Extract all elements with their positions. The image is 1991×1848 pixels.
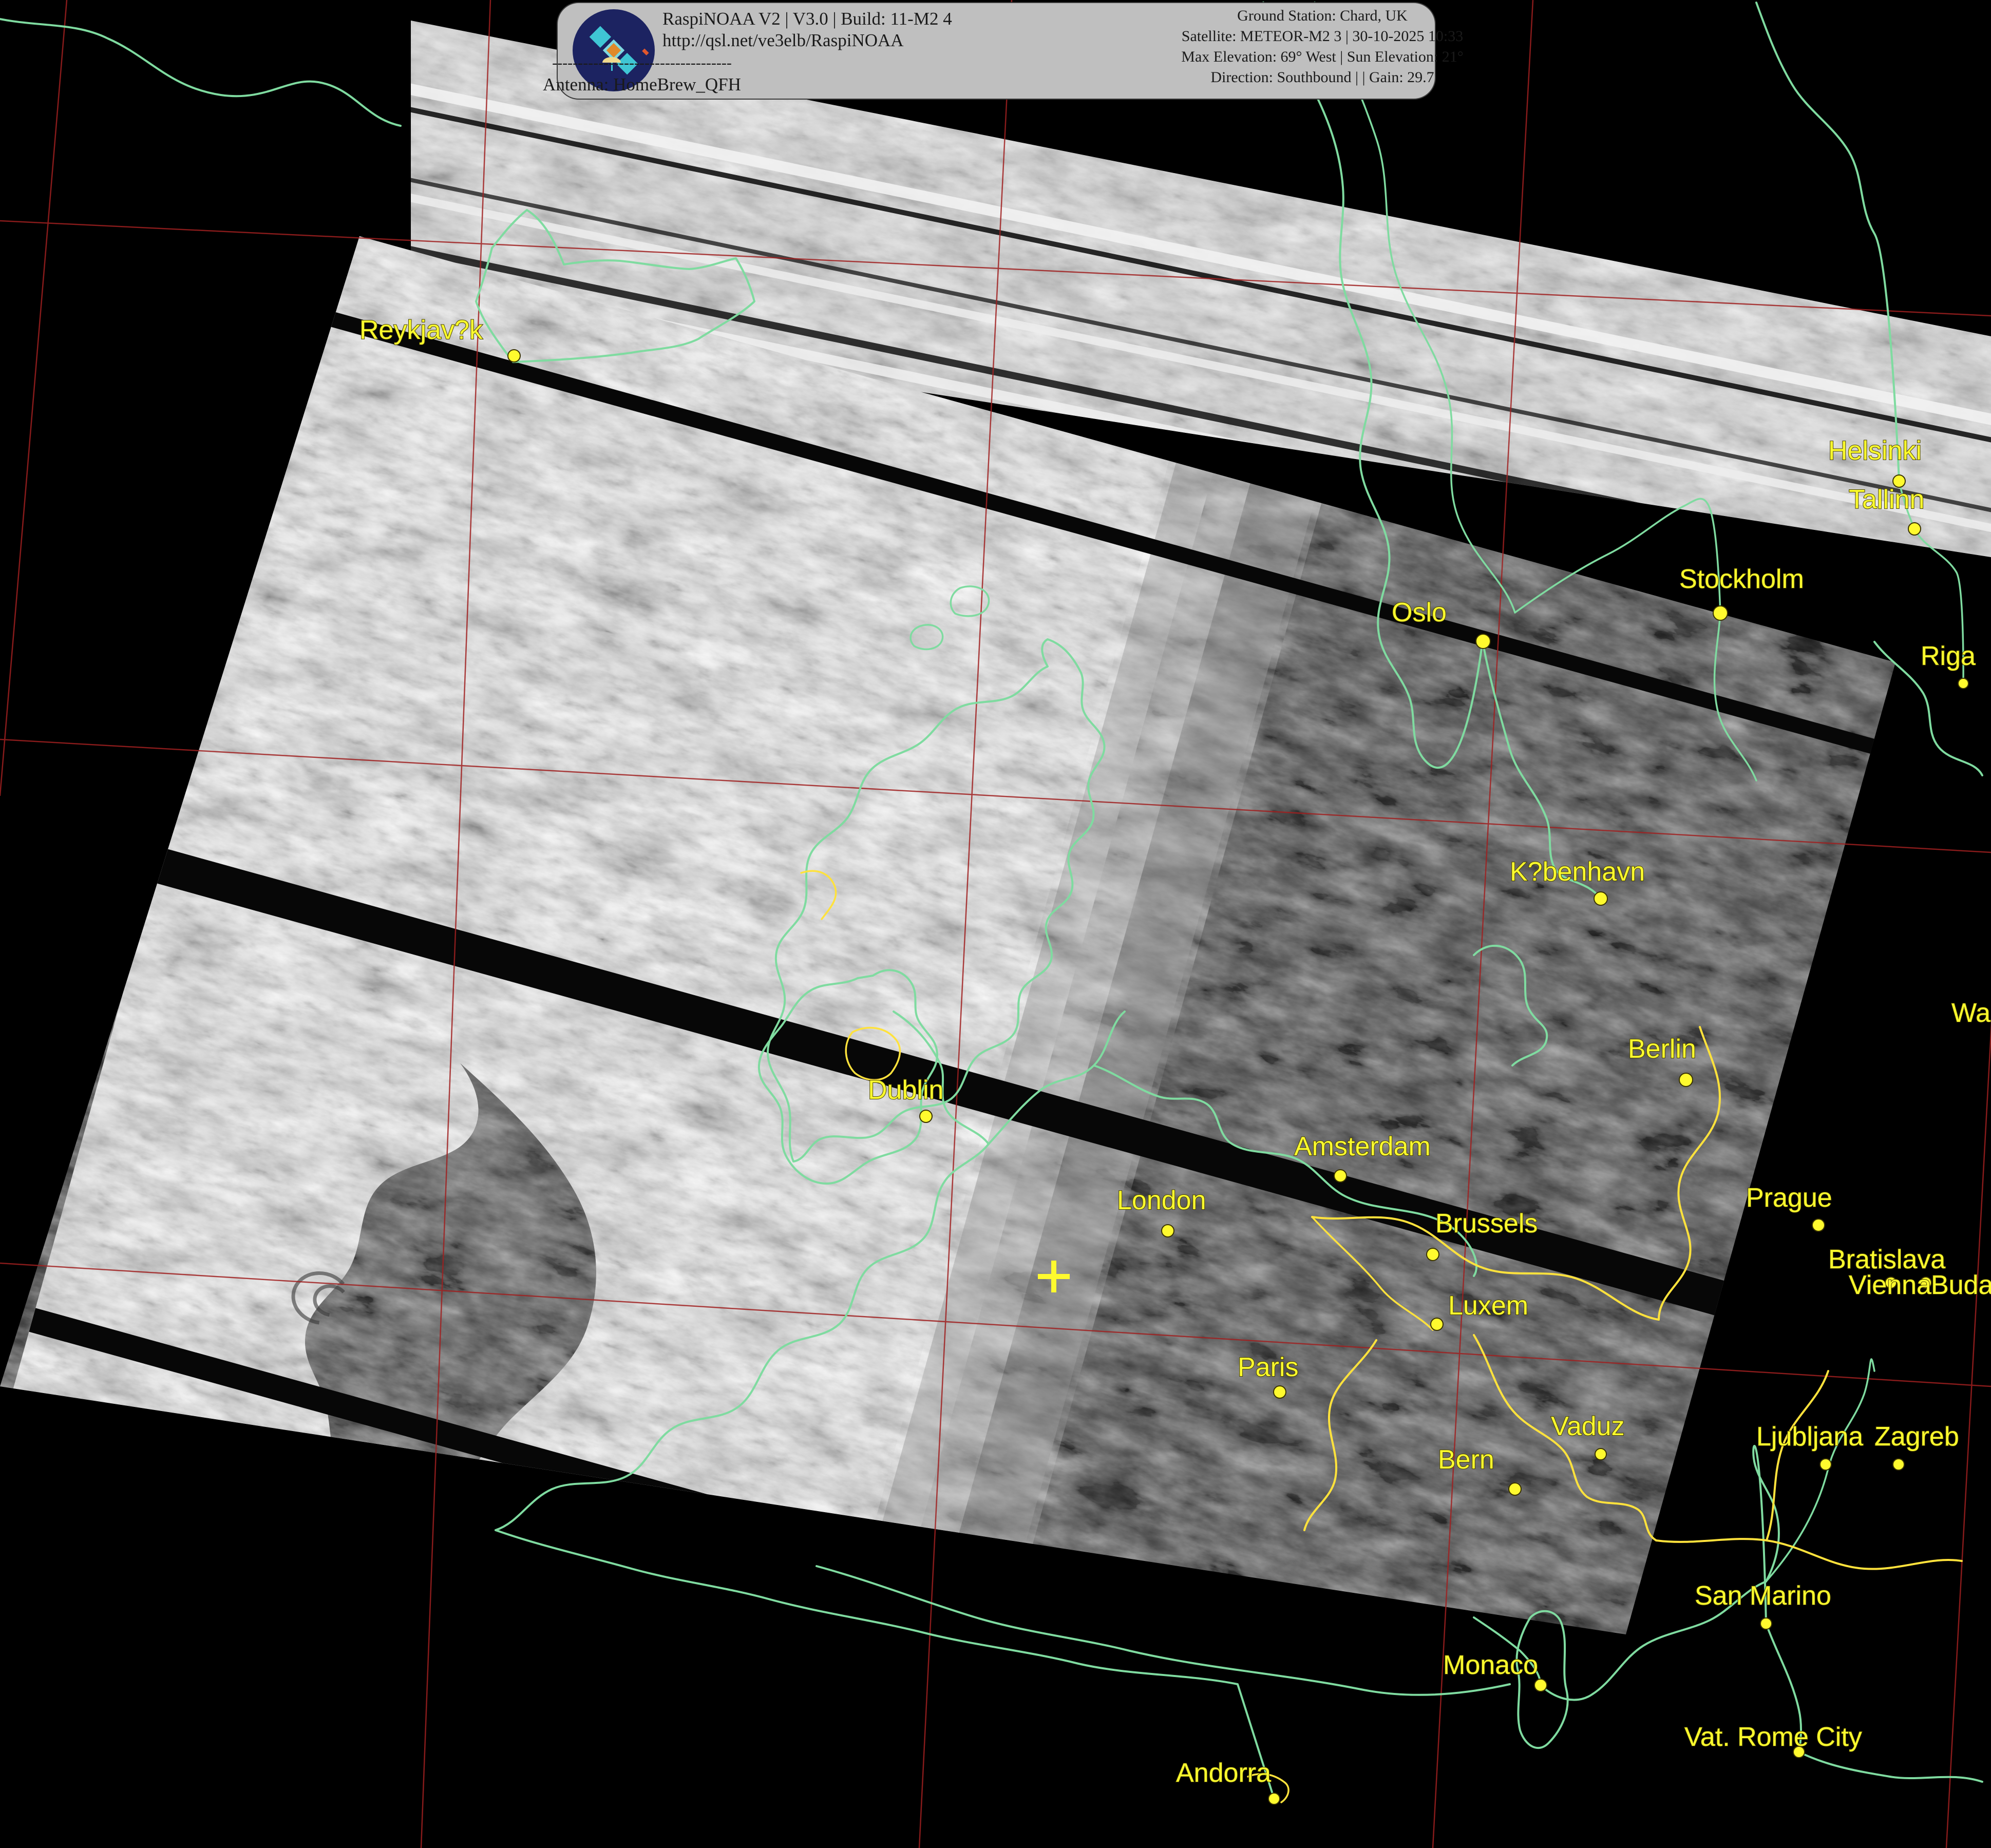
svg-text:Brussels: Brussels (1435, 1209, 1538, 1239)
svg-text:Oslo: Oslo (1392, 598, 1447, 627)
svg-text:RaspiNOAA V2 | V3.0 | Build: 1: RaspiNOAA V2 | V3.0 | Build: 11-M2 4 (662, 9, 952, 29)
svg-text:Tallinn: Tallinn (1849, 485, 1924, 515)
svg-text:Reykjav?k: Reykjav?k (359, 315, 483, 345)
svg-text:London: London (1117, 1186, 1206, 1215)
svg-text:Bern: Bern (1438, 1445, 1494, 1475)
svg-text:Vaduz: Vaduz (1551, 1412, 1625, 1441)
svg-text:Antenna: HomeBrew_QFH: Antenna: HomeBrew_QFH (543, 74, 741, 94)
svg-text:------------------------------: ----------------------------------- (552, 54, 732, 71)
svg-text:Berlin: Berlin (1628, 1034, 1696, 1064)
svg-text:Max Elevation: 69° West | Sun: Max Elevation: 69° West | Sun Elevation:… (1181, 48, 1463, 65)
svg-text:Satellite: METEOR-M2 3 | 30-10: Satellite: METEOR-M2 3 | 30-10-2025 10:3… (1182, 28, 1463, 45)
svg-text:Paris: Paris (1238, 1352, 1298, 1382)
svg-text:Stockholm: Stockholm (1679, 564, 1804, 594)
svg-text:Zagreb: Zagreb (1874, 1422, 1959, 1452)
svg-text:Vat. Rome City: Vat. Rome City (1684, 1722, 1862, 1752)
svg-text:Andorra: Andorra (1176, 1758, 1271, 1788)
svg-text:Luxem: Luxem (1448, 1291, 1528, 1321)
svg-text:Riga: Riga (1921, 641, 1976, 671)
svg-text:Warsa...: Warsa... (1951, 998, 1991, 1028)
svg-text:Amsterdam: Amsterdam (1294, 1132, 1431, 1161)
svg-text:Buda...: Buda... (1931, 1270, 1991, 1300)
svg-text:San Marino: San Marino (1695, 1581, 1831, 1611)
svg-text:Prague: Prague (1746, 1183, 1832, 1213)
svg-text:http://qsl.net/ve3elb/RaspiNOA: http://qsl.net/ve3elb/RaspiNOAA (662, 30, 904, 50)
svg-text:Ljubljana: Ljubljana (1756, 1422, 1863, 1452)
svg-text:Helsinki: Helsinki (1828, 436, 1922, 466)
svg-text:K?benhavn: K?benhavn (1510, 857, 1645, 887)
svg-text:Ground Station: Chard, UK: Ground Station: Chard, UK (1237, 7, 1408, 24)
svg-text:Dublin: Dublin (868, 1075, 943, 1105)
svg-text:Monaco: Monaco (1443, 1650, 1538, 1680)
svg-text:Vienna: Vienna (1849, 1270, 1931, 1300)
svg-text:Direction: Southbound | | Gain: Direction: Southbound | | Gain: 29.7 (1210, 69, 1434, 86)
